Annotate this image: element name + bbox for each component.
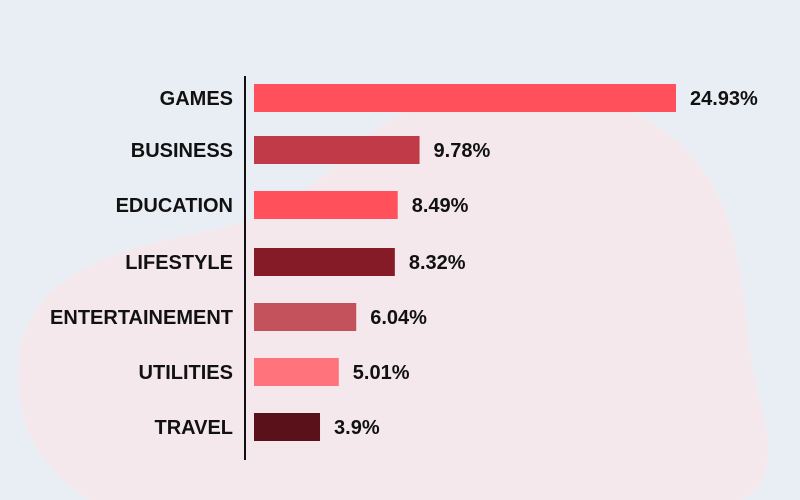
value-label: 8.32% (409, 252, 466, 274)
value-label: 3.9% (334, 417, 380, 439)
value-label: 24.93% (690, 88, 758, 110)
category-label: BUSINESS (131, 140, 233, 162)
bar (254, 303, 357, 331)
bar (254, 191, 398, 219)
bar (254, 136, 420, 164)
category-label: LIFESTYLE (125, 252, 233, 274)
value-label: 9.78% (434, 140, 491, 162)
value-label: 8.49% (412, 195, 469, 217)
bar (254, 413, 321, 441)
bar (254, 248, 395, 276)
bar (254, 84, 676, 112)
category-label: UTILITIES (139, 362, 233, 384)
value-label: 6.04% (370, 307, 427, 329)
category-label: TRAVEL (154, 417, 233, 439)
category-label: GAMES (160, 88, 233, 110)
background-blob-shape (18, 90, 769, 500)
category-label: ENTERTAINEMENT (50, 307, 233, 329)
category-label: EDUCATION (116, 195, 233, 217)
bar (254, 358, 339, 386)
value-label: 5.01% (353, 362, 410, 384)
